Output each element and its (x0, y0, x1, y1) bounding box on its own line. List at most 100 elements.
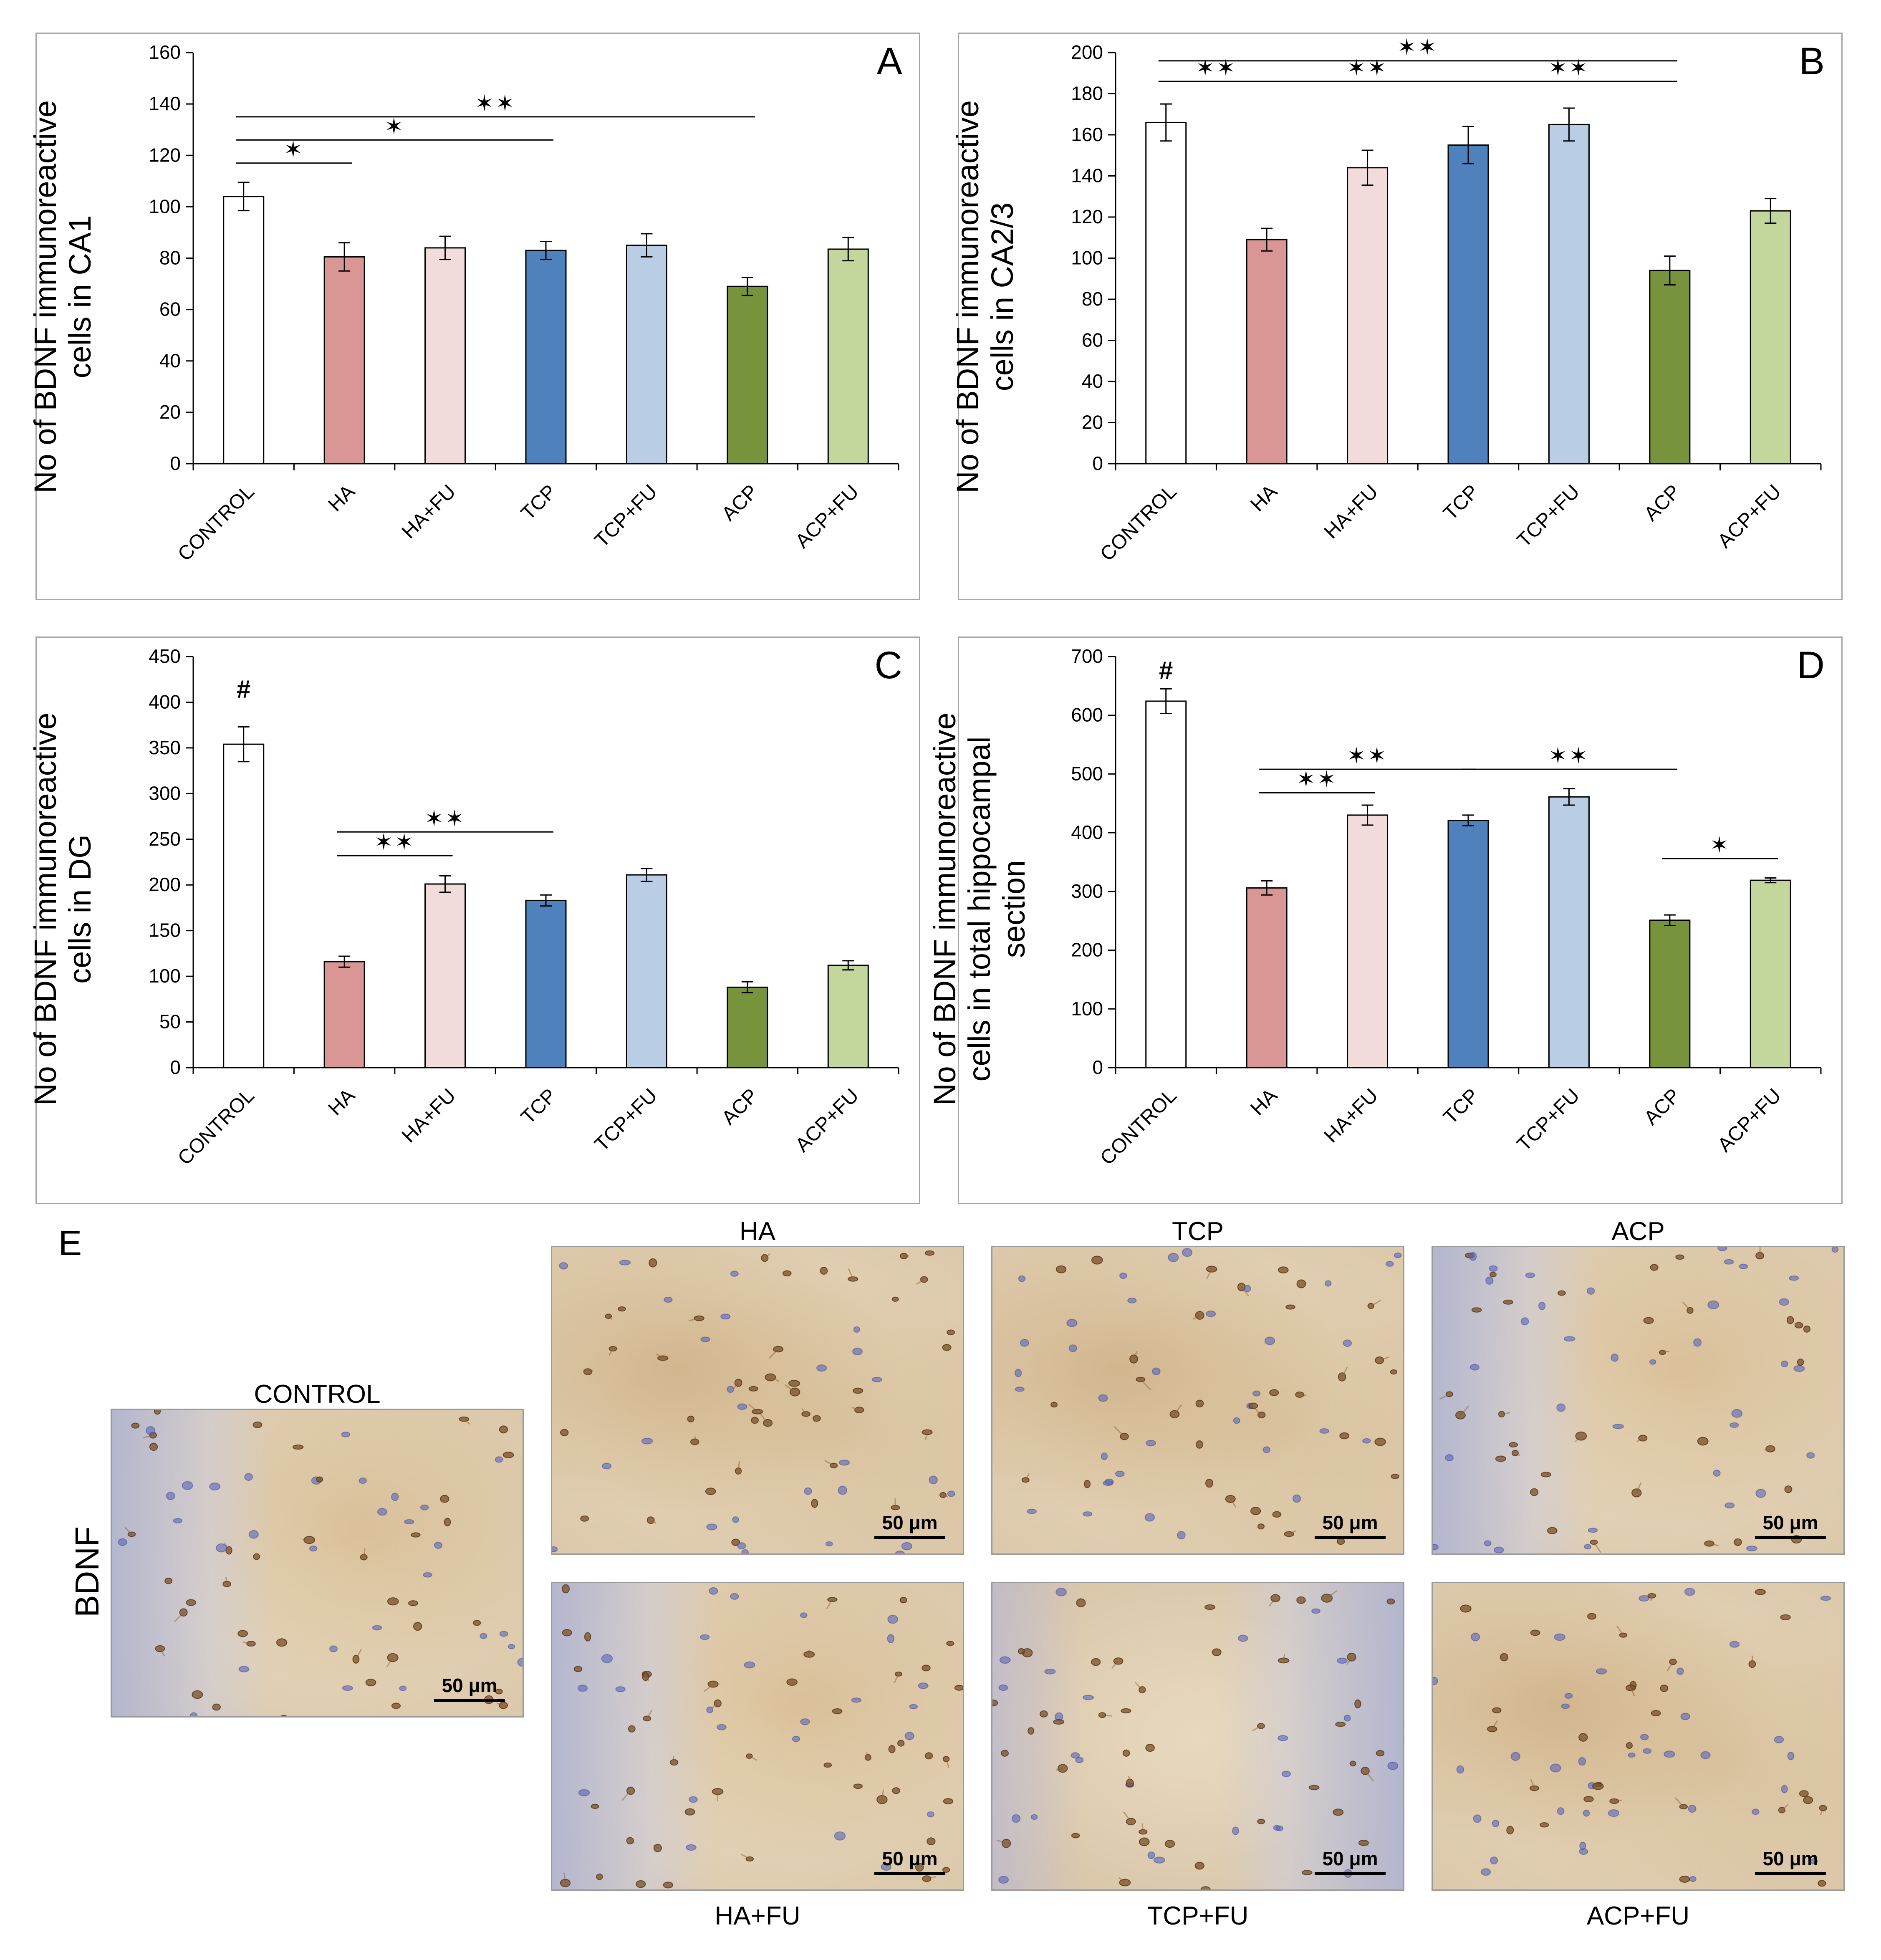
x-tick-label: ACP (1640, 1084, 1684, 1129)
nucleus (404, 1519, 414, 1525)
error-bar (1160, 103, 1172, 142)
bar-control (1145, 121, 1187, 465)
nucleus (1707, 1300, 1719, 1309)
bar-ha-fu (424, 247, 466, 465)
stained-cell (280, 1715, 288, 1716)
bar-acp (727, 986, 768, 1068)
bar-ha (1246, 887, 1288, 1068)
scale-bar: 50 μm (434, 1675, 505, 1702)
cell-process (764, 1253, 770, 1259)
y-tick-label: 100 (149, 965, 181, 987)
stained-cell (812, 1415, 821, 1422)
error-bar (1160, 688, 1172, 714)
stained-cell (560, 1429, 569, 1436)
nucleus (929, 1475, 938, 1485)
y-tick-label: 20 (1082, 412, 1103, 433)
nucleus (1233, 1417, 1240, 1424)
cell-pattern (560, 1584, 963, 1889)
nucleus (804, 1487, 812, 1495)
stained-cell (1583, 1796, 1594, 1802)
nucleus (1445, 1454, 1454, 1462)
cell-process (355, 1648, 362, 1660)
stained-cell (1071, 1833, 1080, 1839)
stained-cell (1643, 1317, 1654, 1324)
cell-process (1709, 1543, 1719, 1546)
stained-cell (1489, 1272, 1497, 1278)
stained-cell (1391, 1474, 1399, 1479)
nucleus (1793, 1365, 1805, 1372)
bar-control (1145, 700, 1187, 1068)
cell-process (791, 1682, 795, 1686)
stained-cell (149, 1442, 158, 1451)
error-bar (1361, 149, 1374, 186)
stained-cell (1001, 1750, 1009, 1757)
x-tick-label: HA (324, 1084, 359, 1120)
nucleus (1205, 1310, 1216, 1317)
nucleus (706, 1706, 714, 1713)
cell-process (894, 1498, 896, 1508)
stained-cell (1285, 1304, 1295, 1310)
stained-cell (1296, 1279, 1306, 1288)
significance-mark: ✶✶ (1347, 743, 1388, 769)
bar-ha-fu (1347, 167, 1389, 465)
micrograph-acp-fu: 50 μm (1432, 1582, 1845, 1891)
x-tick-label: ACP+FU (791, 1084, 863, 1156)
stained-cell (237, 1630, 248, 1637)
stained-cell (1296, 1596, 1306, 1604)
y-tick-label: 200 (1071, 41, 1103, 63)
nucleus (1746, 1546, 1757, 1551)
stained-cell (899, 1596, 907, 1604)
nucleus (1806, 1452, 1815, 1459)
stained-cell (387, 1597, 399, 1606)
bar-acp-fu (827, 248, 869, 465)
nucleus (1739, 1263, 1748, 1269)
nucleus (709, 1587, 718, 1595)
nucleus (1490, 1856, 1498, 1865)
nucleus (816, 1364, 827, 1372)
nucleus (1492, 1819, 1500, 1827)
bar-tcp (1447, 820, 1489, 1068)
cell-process (1058, 1721, 1063, 1724)
stained-cell (1784, 1485, 1793, 1493)
stained-cell (1091, 1658, 1101, 1666)
bar-chart-b: 0 20 40 60 80 100 120 140 160 180 200 CONTROL HA HA+F… (1071, 34, 1822, 566)
cell-process (1614, 1799, 1623, 1802)
nucleus (851, 1697, 862, 1703)
scale-bar: 50 μm (874, 1848, 945, 1875)
bar-ha-fu (424, 883, 466, 1068)
stained-cell (643, 1715, 651, 1722)
nucleus (825, 1541, 833, 1547)
bar-control (223, 196, 265, 465)
error-bar (741, 277, 753, 296)
nucleus (1030, 1814, 1038, 1820)
nucleus (1066, 1319, 1078, 1327)
cell-process (1174, 1404, 1182, 1415)
scale-bar: 50 μm (874, 1512, 945, 1539)
stained-cell (636, 1880, 646, 1888)
nucleus (552, 1546, 558, 1553)
nucleus (1319, 1428, 1329, 1434)
scale-bar: 50 μm (1315, 1848, 1386, 1875)
stained-cell (924, 1250, 935, 1256)
y-tick-label: 500 (1071, 763, 1103, 784)
scale-bar-label: 50 μm (1322, 1512, 1378, 1534)
nucleus (1554, 1633, 1565, 1641)
cell-process (801, 1408, 807, 1414)
stained-cell (942, 1756, 950, 1762)
nucleus (1020, 1339, 1029, 1347)
stained-cell (1339, 1432, 1350, 1440)
cell-process (143, 1435, 154, 1439)
cell-process (242, 1641, 251, 1644)
cell-process (881, 1789, 884, 1800)
cell-process (1379, 1356, 1389, 1361)
stained-cell (1587, 1613, 1597, 1620)
panel-a: No of BDNF immunoreactive cells in CA1 A… (28, 33, 920, 600)
stained-cell (411, 1532, 421, 1538)
nucleus (1713, 1470, 1721, 1477)
stained-cell (473, 1620, 481, 1626)
stained-cell (591, 1803, 599, 1809)
significance-mark: ✶✶ (374, 829, 416, 855)
nucleus (1831, 1247, 1839, 1253)
stained-cell (1196, 1440, 1203, 1449)
y-tick-label: 40 (1082, 370, 1103, 392)
